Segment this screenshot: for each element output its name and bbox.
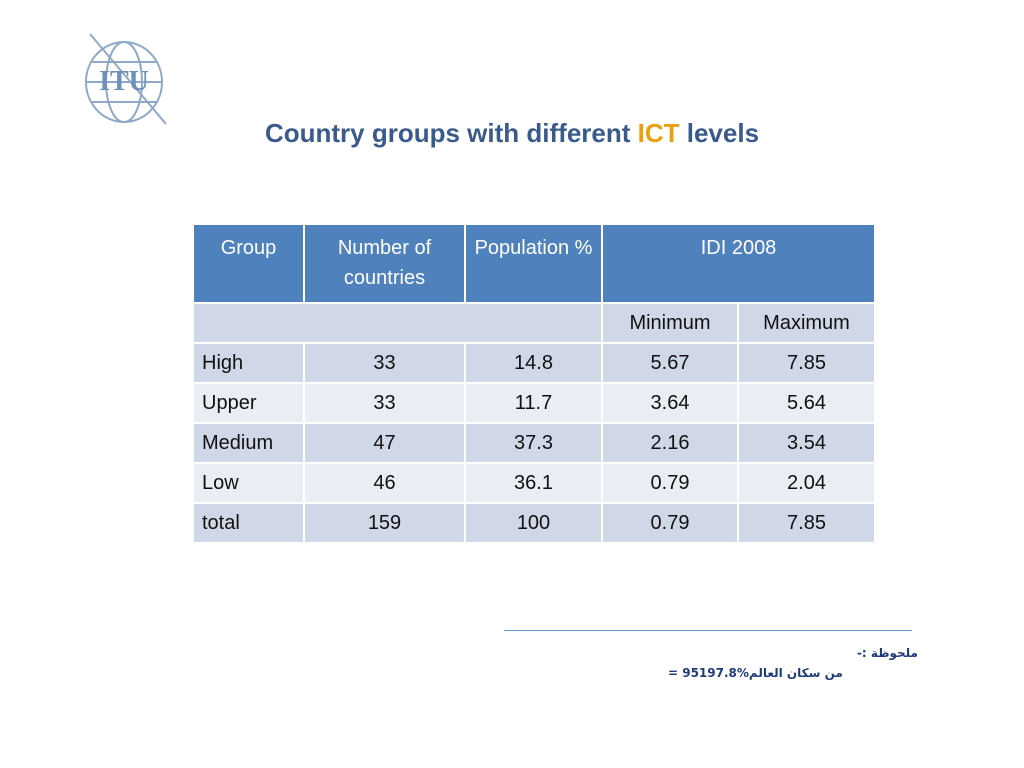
header-group: Group (192, 223, 305, 304)
cell-countries: 33 (303, 382, 466, 424)
cell-group: Medium (192, 422, 305, 464)
table-row: High 33 14.8 5.67 7.85 (192, 342, 877, 384)
cell-countries: 46 (303, 462, 466, 504)
header-idi-2008: IDI 2008 (600, 223, 877, 304)
itu-logo-text: ITU (99, 66, 149, 97)
cell-population: 36.1 (464, 462, 603, 504)
cell-population: 14.8 (464, 342, 603, 384)
title-accent: ICT (637, 118, 680, 148)
title-prefix: Country groups with different (264, 118, 638, 148)
cell-population: 37.3 (464, 422, 603, 464)
cell-minimum: 0.79 (601, 502, 739, 544)
cell-population: 11.7 (464, 382, 603, 424)
cell-maximum: 7.85 (736, 502, 877, 544)
table-row: Medium 47 37.3 2.16 3.54 (192, 422, 877, 464)
cell-maximum: 7.85 (736, 342, 877, 384)
cell-maximum: 2.04 (736, 462, 877, 504)
table-row: Upper 33 11.7 3.64 5.64 (192, 382, 877, 424)
footnote-count: 159 = (668, 666, 708, 680)
cell-population: 100 (464, 502, 603, 544)
cell-group: Low (192, 462, 305, 504)
footnote-arabic: من سكان العالم (748, 666, 843, 680)
cell-countries: 159 (303, 502, 466, 544)
header-population: Population % (464, 223, 603, 304)
table-row: total 159 100 0.79 7.85 (192, 502, 877, 544)
country-groups-table: Group Number of countries Population % I… (192, 223, 877, 544)
header-row: Group Number of countries Population % I… (192, 223, 877, 304)
cell-countries: 33 (303, 342, 466, 384)
footnote-percent: %97.8 (707, 666, 749, 680)
footnote-text: من سكان العالم%97.8159 = (668, 666, 843, 680)
cell-countries: 47 (303, 422, 466, 464)
itu-logo: ITU (85, 33, 167, 125)
footnote-divider (504, 630, 912, 631)
subheader-minimum: Minimum (601, 302, 739, 344)
subheader-maximum: Maximum (736, 302, 877, 344)
cell-maximum: 5.64 (736, 382, 877, 424)
cell-maximum: 3.54 (736, 422, 877, 464)
footnote-label: ملحوظة :- (856, 646, 918, 660)
cell-group: High (192, 342, 305, 384)
subheader-row: Minimum Maximum (192, 302, 877, 344)
cell-minimum: 0.79 (601, 462, 739, 504)
header-number-of-countries: Number of countries (303, 223, 466, 304)
cell-minimum: 3.64 (601, 382, 739, 424)
title-suffix: levels (679, 118, 760, 148)
cell-group: Upper (192, 382, 305, 424)
table-row: Low 46 36.1 0.79 2.04 (192, 462, 877, 504)
cell-minimum: 2.16 (601, 422, 739, 464)
cell-group: total (192, 502, 305, 544)
cell-minimum: 5.67 (601, 342, 739, 384)
subheader-blank (192, 302, 603, 344)
page-title: Country groups with different ICT levels (0, 118, 1024, 149)
